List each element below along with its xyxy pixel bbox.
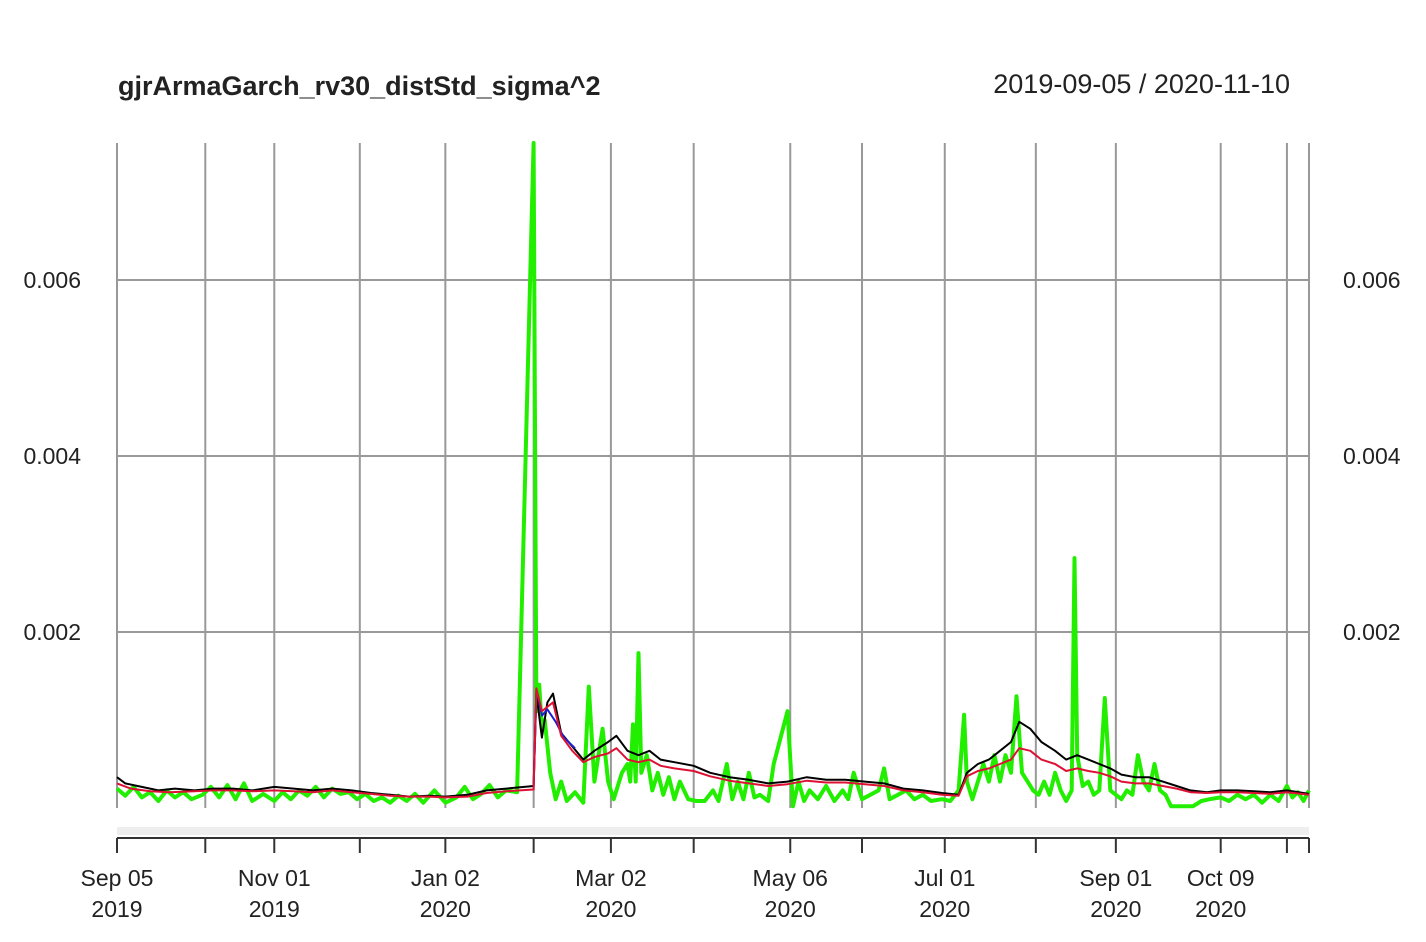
chart-title: gjrArmaGarch_rv30_distStd_sigma^2 xyxy=(118,71,600,101)
y-tick-label-right: 0.002 xyxy=(1343,619,1401,645)
x-tick-label: Sep 01 xyxy=(1079,865,1152,891)
x-tick-label: Mar 02 xyxy=(575,865,647,891)
grid xyxy=(116,143,1310,808)
x-tick-label: Oct 09 xyxy=(1187,865,1255,891)
x-tick-year: 2020 xyxy=(585,896,636,922)
x-tick-year: 2020 xyxy=(1195,896,1246,922)
x-axis-rug xyxy=(117,827,1309,835)
y-tick-label-left: 0.004 xyxy=(23,443,81,469)
x-axis: Sep 05 2019 Nov 01 2019 Jan 02 2020 Mar 02 2020… xyxy=(81,827,1310,922)
x-tick-year: 2020 xyxy=(1090,896,1141,922)
series-line-sigma2_a xyxy=(116,692,1310,798)
x-tick-label: Jul 01 xyxy=(914,865,975,891)
series-layer xyxy=(115,141,1311,809)
y-axis: 0.002 0.002 0.004 0.004 0.006 0.006 xyxy=(23,267,1400,645)
x-tick-year: 2020 xyxy=(765,896,816,922)
x-tick-year: 2020 xyxy=(420,896,471,922)
x-tick-label: Sep 05 xyxy=(81,865,154,891)
x-tick-year: 2019 xyxy=(249,896,300,922)
series-line-sigma2_c xyxy=(116,687,1310,799)
x-tick-year: 2020 xyxy=(919,896,970,922)
y-tick-label-right: 0.006 xyxy=(1343,267,1401,293)
series-line-realized xyxy=(115,141,1311,809)
x-tick-label: Jan 02 xyxy=(411,865,480,891)
y-tick-label-right: 0.004 xyxy=(1343,443,1401,469)
x-tick-label: May 06 xyxy=(753,865,828,891)
x-tick-label: Nov 01 xyxy=(238,865,311,891)
y-tick-label-left: 0.006 xyxy=(23,267,81,293)
date-range: 2019-09-05 / 2020-11-10 xyxy=(993,69,1290,99)
y-tick-label-left: 0.002 xyxy=(23,619,81,645)
x-tick-year: 2019 xyxy=(91,896,142,922)
